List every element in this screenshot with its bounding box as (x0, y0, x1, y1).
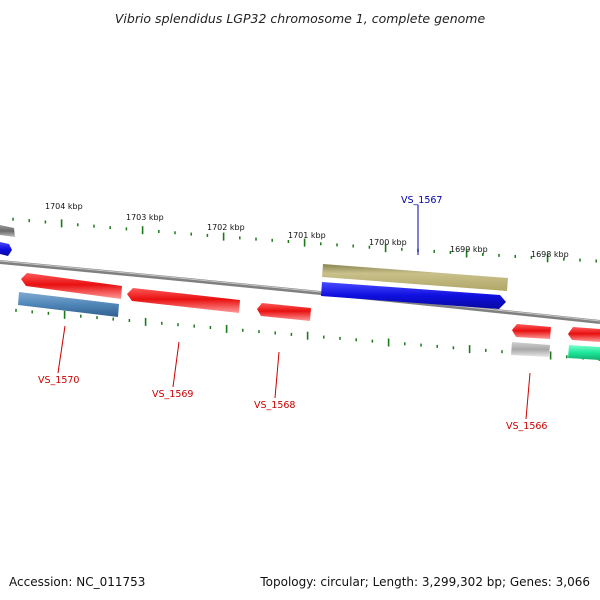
gene-label-vs1568[interactable]: VS_1568 (254, 400, 295, 411)
leader-line-vs1566 (525, 372, 531, 420)
gene-feature-left-edge-blue[interactable] (0, 242, 12, 256)
leader-line-vs1568 (274, 351, 280, 399)
map-title: Vibrio splendidus LGP32 chromosome 1, co… (114, 11, 486, 26)
kbp-label-1704: 1704 kbp (45, 202, 83, 211)
upper-tick-row (12, 217, 597, 263)
genome-summary-text: Topology: circular; Length: 3,299,302 bp… (260, 575, 590, 589)
gene-feature-left-edge-grey[interactable] (0, 225, 15, 237)
gene-label-vs1566[interactable]: VS_1566 (506, 421, 547, 432)
olive-feature-vs1567[interactable] (322, 264, 508, 291)
accession-text: Accession: NC_011753 (9, 575, 146, 589)
kbp-label-1700: 1700 kbp (369, 238, 407, 247)
steel-feature-vs1570[interactable] (18, 292, 119, 317)
gene-label-vs1567[interactable]: VS_1567 (401, 195, 442, 206)
kbp-label-1703: 1703 kbp (126, 213, 164, 222)
leader-line-vs1569 (172, 341, 180, 388)
leader-line-vs1570 (57, 325, 66, 374)
grey-feature-vs1566[interactable] (511, 342, 550, 357)
gene-vs1568[interactable] (257, 303, 311, 321)
gene-vs1567[interactable] (321, 282, 506, 309)
gene-feature-right-edge-red[interactable] (568, 327, 600, 342)
kbp-label-1699: 1699 kbp (450, 245, 488, 254)
chromosome-backbone (0, 260, 600, 324)
gene-label-vs1569[interactable]: VS_1569 (152, 389, 193, 400)
teal-feature-right-edge[interactable] (568, 345, 600, 360)
gene-label-vs1570[interactable]: VS_1570 (38, 375, 79, 386)
gene-vs1569[interactable] (127, 288, 240, 313)
kbp-label-1702: 1702 kbp (207, 223, 245, 232)
gene-vs1570[interactable] (21, 273, 122, 299)
chromosome-backbone-highlight (0, 260, 600, 322)
kbp-label-1698: 1698 kbp (531, 250, 569, 259)
gene-vs1566[interactable] (512, 324, 551, 339)
kbp-label-1701: 1701 kbp (288, 231, 326, 240)
